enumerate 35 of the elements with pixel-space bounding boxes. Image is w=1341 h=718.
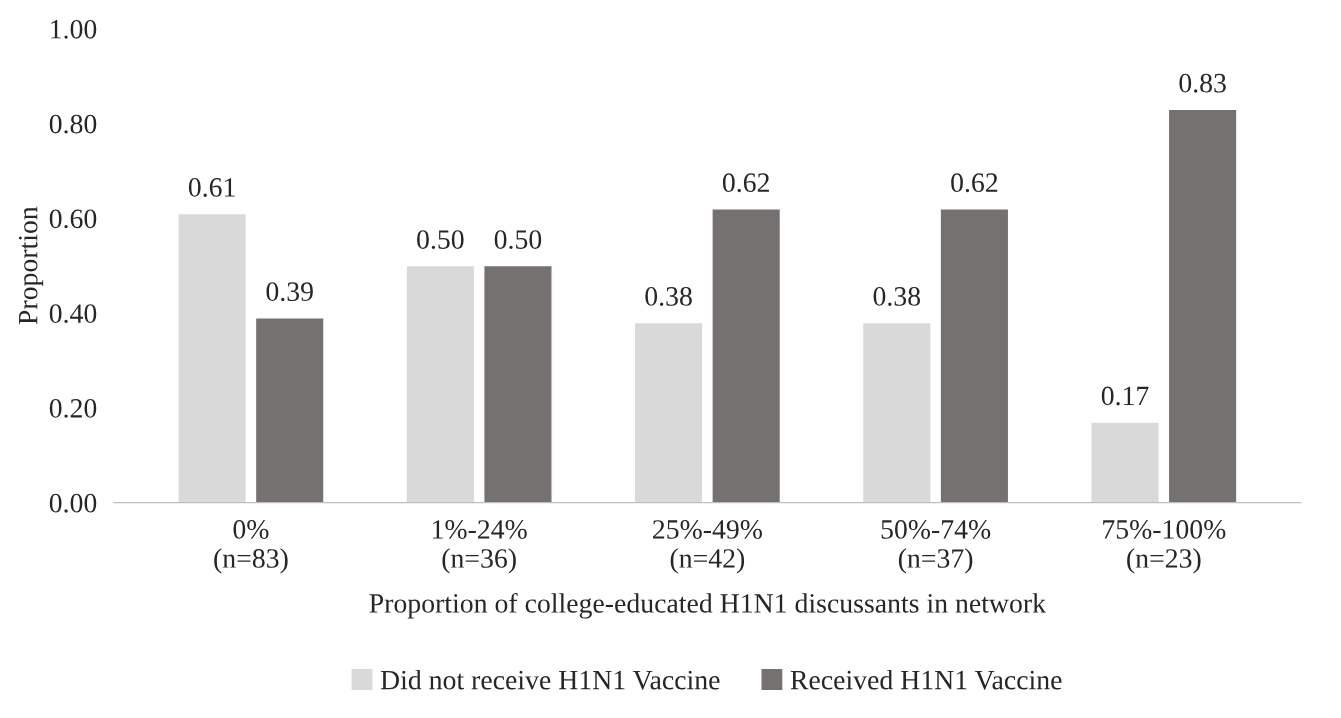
x-axis-title: Proportion of college-educated H1N1 discussants in network — [369, 592, 1047, 619]
x-tick-label: 50%-74% (n=37) — [881, 520, 991, 574]
y-tick-label: 0.60 — [49, 209, 97, 229]
data-label: 0.38 — [645, 287, 692, 306]
y-tick-label: 1.00 — [51, 19, 97, 39]
data-label: 0.83 — [1179, 73, 1226, 93]
bar — [405, 264, 476, 503]
bar — [711, 208, 782, 503]
bar — [177, 212, 248, 503]
y-tick-label: 0.20 — [49, 398, 97, 418]
x-tick-label: 1%-24% (n=36) — [433, 520, 527, 574]
data-label: 0.39 — [266, 282, 313, 302]
bar — [1167, 108, 1238, 503]
data-label: 0.17 — [1101, 386, 1149, 406]
x-tick-label: 25%-49% (n=42) — [653, 520, 762, 574]
bar — [1090, 421, 1160, 503]
y-tick-label: 0.00 — [49, 493, 97, 513]
bar — [483, 264, 553, 503]
data-label: 0.62 — [722, 173, 769, 193]
data-label: 0.50 — [417, 230, 464, 250]
x-tick-label: 75%-100% (n=23) — [1103, 520, 1226, 574]
bar — [254, 317, 325, 503]
bar — [939, 208, 1010, 503]
legend-label: Received H1N1 Vaccine — [790, 669, 1062, 690]
data-label: 0.61 — [188, 178, 235, 197]
bar — [861, 321, 932, 503]
data-label: 0.50 — [494, 230, 542, 250]
data-label: 0.38 — [873, 287, 921, 306]
y-tick-label: 0.40 — [49, 304, 97, 324]
x-tick-label: 0% (n=83) — [214, 520, 288, 574]
y-axis-title: Proportion — [18, 206, 44, 325]
bar — [633, 321, 704, 503]
legend-label: Did not receive H1N1 Vaccine — [380, 669, 720, 690]
y-tick-label: 0.80 — [49, 114, 97, 134]
data-label: 0.62 — [951, 173, 998, 193]
